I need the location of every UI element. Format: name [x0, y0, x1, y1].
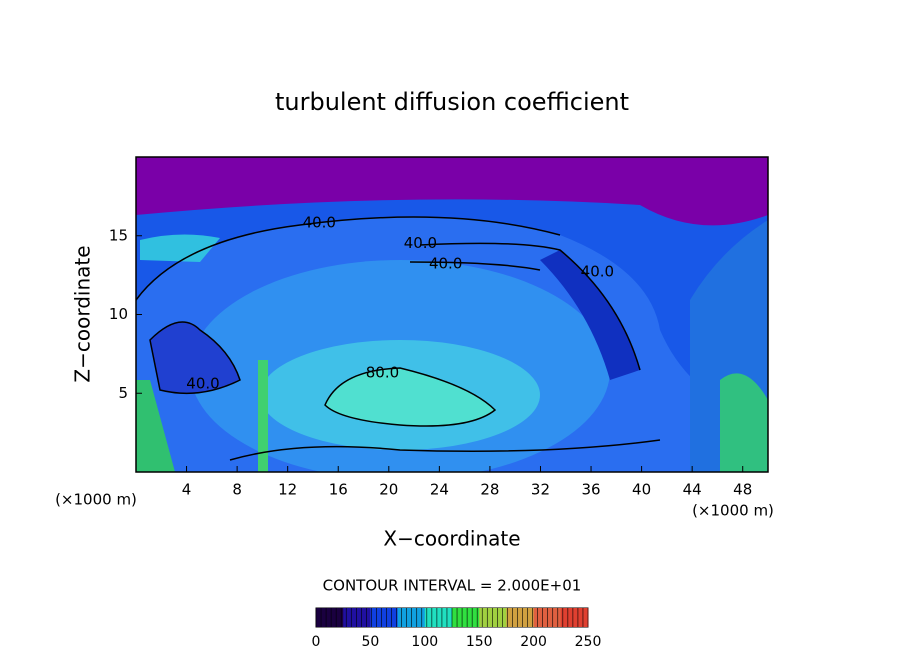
x-tick-label: 48 — [733, 481, 752, 499]
contour-label: 40.0 — [186, 374, 219, 392]
contour-field — [136, 157, 768, 472]
colorbar-tick-label: 250 — [575, 634, 602, 650]
x-tick-label: 20 — [379, 481, 398, 499]
colorbar-swatch — [370, 608, 399, 627]
x-tick-label: 16 — [329, 481, 348, 499]
contour-label: 40.0 — [581, 262, 614, 280]
y-tick-label: 5 — [118, 384, 128, 402]
y-tick-label: 15 — [109, 226, 128, 244]
y-unit: (×1000 m) — [55, 491, 137, 509]
colorbar-tick-label: 150 — [466, 634, 493, 650]
contour-label: 40.0 — [303, 214, 336, 232]
x-tick-label: 32 — [531, 481, 550, 499]
x-tick-label: 12 — [278, 481, 297, 499]
colorbar-swatch — [506, 608, 535, 627]
x-unit: (×1000 m) — [692, 502, 774, 520]
contour-interval: CONTOUR INTERVAL = 2.000E+01 — [323, 577, 582, 595]
colorbar-swatch — [424, 608, 453, 627]
colorbar-swatch — [479, 608, 507, 627]
colorbar-swatch — [452, 608, 480, 627]
chart-title: turbulent diffusion coefficient — [275, 88, 629, 116]
contour-label: 40.0 — [429, 255, 462, 273]
x-tick-label: 24 — [430, 481, 449, 499]
colorbar-tick-label: 0 — [312, 634, 321, 650]
contour-label: 80.0 — [366, 363, 399, 381]
x-tick-label: 36 — [581, 481, 600, 499]
y-tick-label: 10 — [109, 305, 128, 323]
y-axis-label: Z−coordinate — [71, 245, 95, 382]
colorbar-tick-label: 100 — [411, 634, 438, 650]
x-tick-label: 4 — [182, 481, 192, 499]
colorbar-swatch — [343, 608, 371, 627]
colorbar-tick-label: 50 — [361, 634, 379, 650]
contour-label: 40.0 — [404, 234, 437, 252]
x-axis-label: X−coordinate — [383, 527, 520, 551]
x-tick-label: 40 — [632, 481, 651, 499]
x-tick-label: 8 — [232, 481, 242, 499]
colorbar-swatch — [316, 608, 344, 627]
x-tick-label: 44 — [683, 481, 702, 499]
colorbar-tick-label: 200 — [520, 634, 547, 650]
colorbar-swatch — [560, 608, 589, 627]
x-tick-label: 28 — [480, 481, 499, 499]
